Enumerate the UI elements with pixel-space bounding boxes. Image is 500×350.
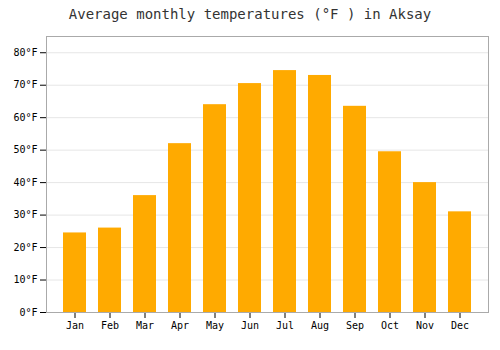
svg-text:70°F: 70°F [13, 79, 37, 90]
svg-text:Nov: Nov [416, 320, 434, 331]
svg-text:30°F: 30°F [13, 209, 37, 220]
svg-text:20°F: 20°F [13, 242, 37, 253]
svg-text:Mar: Mar [136, 320, 154, 331]
svg-text:May: May [206, 320, 224, 331]
svg-text:Sep: Sep [346, 320, 364, 331]
svg-text:Jan: Jan [66, 320, 84, 331]
svg-text:80°F: 80°F [13, 47, 37, 58]
svg-text:40°F: 40°F [13, 177, 37, 188]
svg-text:10°F: 10°F [13, 274, 37, 285]
svg-text:Feb: Feb [101, 320, 119, 331]
svg-text:Apr: Apr [171, 320, 189, 331]
svg-text:0°F: 0°F [19, 307, 37, 318]
svg-text:Jun: Jun [241, 320, 259, 331]
svg-text:50°F: 50°F [13, 144, 37, 155]
svg-text:Aug: Aug [311, 320, 329, 331]
svg-text:60°F: 60°F [13, 112, 37, 123]
svg-text:Jul: Jul [276, 320, 294, 331]
svg-text:Oct: Oct [381, 320, 399, 331]
html-text:Average monthly temperatures (: Average monthly temperatures (°F ) in Ak… [68, 6, 432, 22]
svg-text:Dec: Dec [451, 320, 469, 331]
